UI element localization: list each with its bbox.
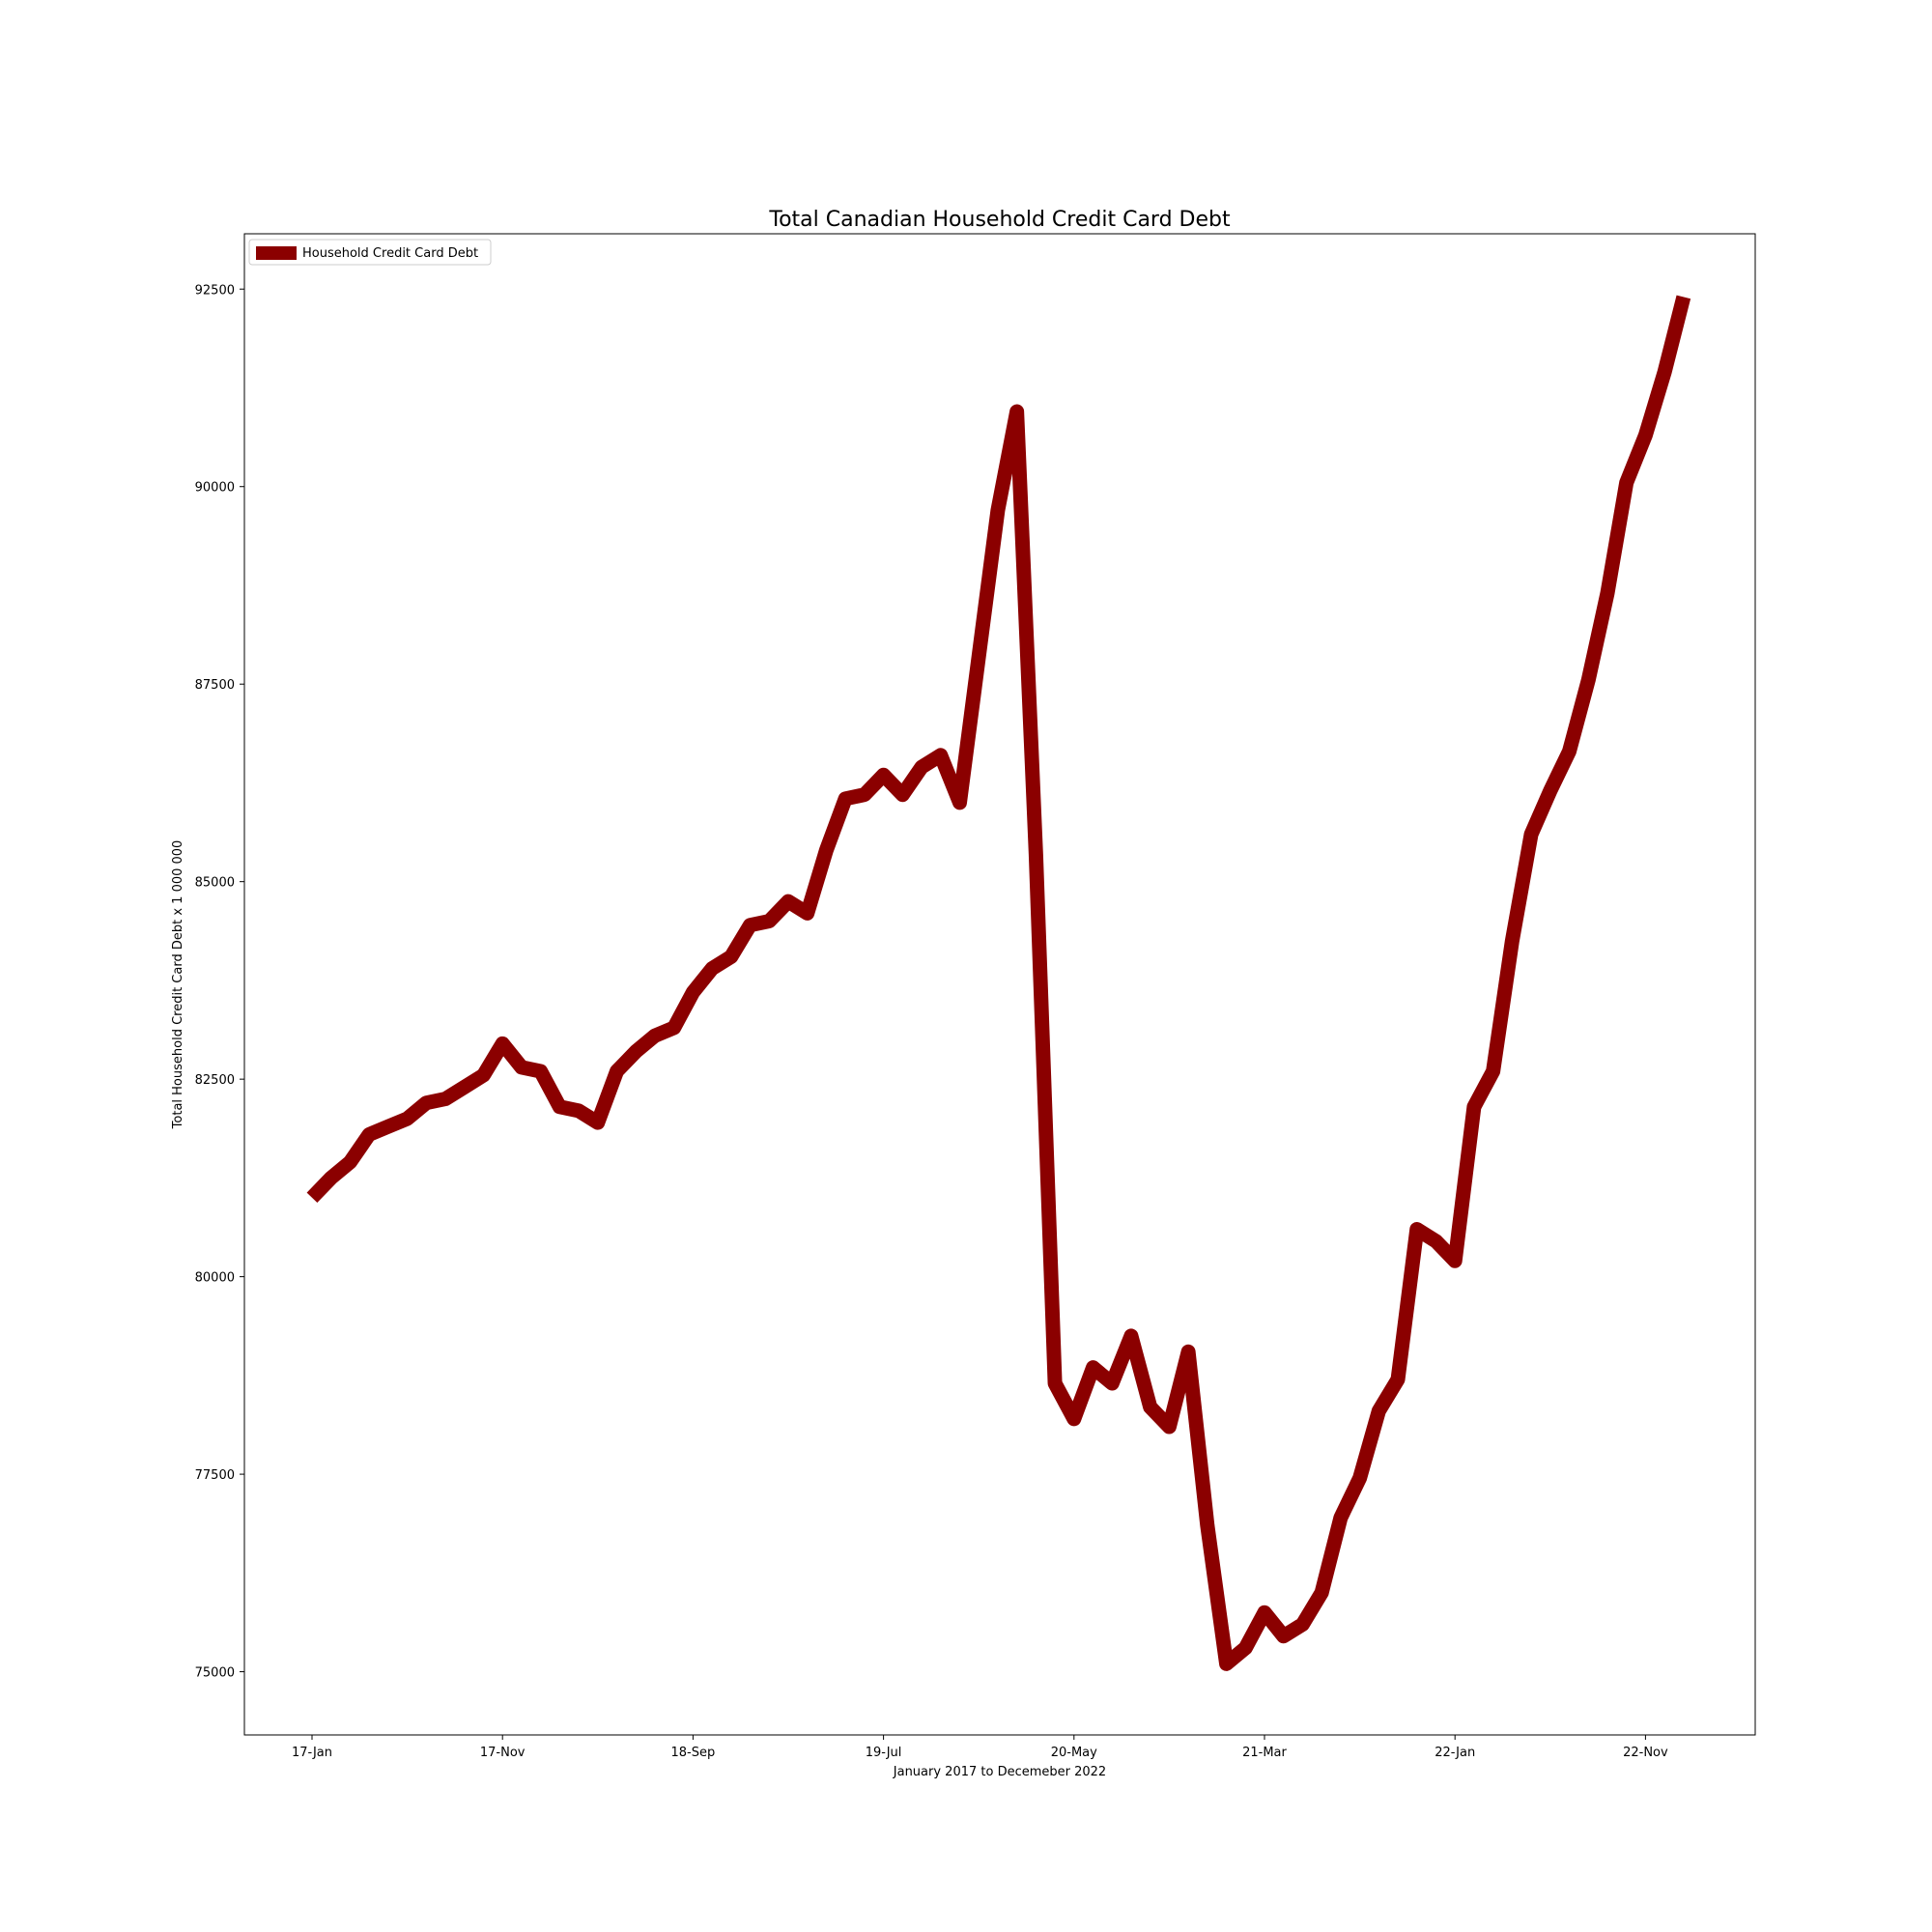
y-tick-label: 87500 bbox=[195, 678, 235, 693]
series-line-household-credit-card-debt bbox=[306, 295, 1691, 1671]
y-axis-label: Total Household Credit Card Debt x 1 000… bbox=[171, 840, 185, 1130]
x-axis-label: January 2017 to Decemeber 2022 bbox=[893, 1765, 1106, 1779]
x-tick-label: 20-May bbox=[1051, 1746, 1097, 1760]
y-tick-label: 75000 bbox=[195, 1666, 235, 1681]
legend-label: Household Credit Card Debt bbox=[302, 246, 478, 261]
x-tick-label: 21-Mar bbox=[1242, 1746, 1287, 1760]
y-tick-label: 82500 bbox=[195, 1073, 235, 1088]
x-tick-label: 18-Sep bbox=[671, 1746, 716, 1760]
x-axis: 17-Jan 17-Nov 18-Sep 19-Jul 20-May 21-Mar 22-J… bbox=[292, 1735, 1668, 1760]
x-tick-label: 22-Jan bbox=[1435, 1746, 1475, 1760]
y-tick-label: 92500 bbox=[195, 283, 235, 298]
legend-swatch bbox=[256, 246, 297, 260]
y-tick-label: 77500 bbox=[195, 1468, 235, 1483]
legend: Household Credit Card Debt bbox=[248, 239, 492, 266]
x-tick-label: 22-Nov bbox=[1623, 1746, 1668, 1760]
y-tick-label: 90000 bbox=[195, 481, 235, 496]
y-axis: 75000 77500 80000 82500 85000 87500 90000 92500 bbox=[195, 283, 244, 1681]
chart-title: Total Canadian Household Credit Card Deb… bbox=[768, 208, 1231, 232]
plot-area bbox=[243, 233, 1756, 1736]
x-tick-label: 19-Jul bbox=[866, 1746, 902, 1760]
plot-frame bbox=[243, 233, 1756, 1736]
x-tick-label: 17-Nov bbox=[480, 1746, 526, 1760]
y-tick-label: 85000 bbox=[195, 876, 235, 891]
x-tick-label: 17-Jan bbox=[292, 1746, 332, 1760]
legend-box bbox=[248, 239, 492, 266]
y-tick-label: 80000 bbox=[195, 1271, 235, 1286]
